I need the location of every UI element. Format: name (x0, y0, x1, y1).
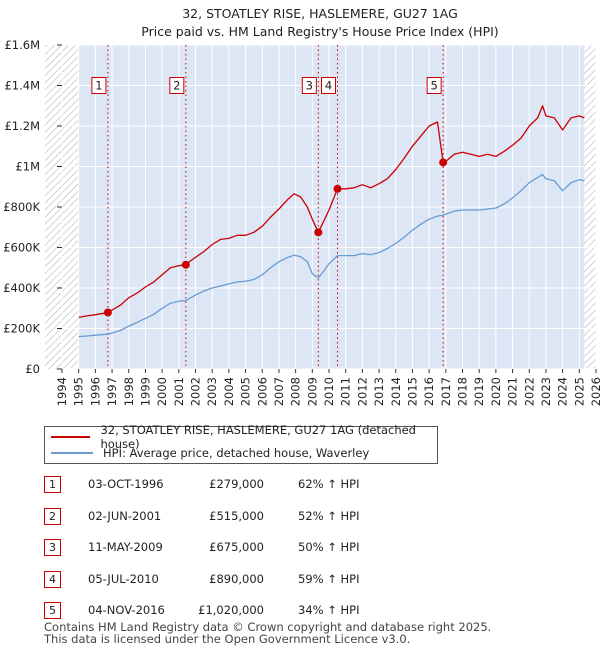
y-tick-label: £1.6M (4, 38, 40, 52)
y-tick-label: £400K (3, 281, 40, 295)
x-tick-label: 2004 (222, 377, 236, 406)
sale-number-badge: 2 (44, 507, 61, 525)
sale-label-number: 1 (95, 79, 102, 93)
x-tick-label: 2007 (272, 377, 286, 406)
sale-price: £1,020,000 (198, 603, 264, 617)
sale-label-number: 5 (430, 79, 437, 93)
x-tick-label: 2022 (522, 377, 536, 406)
sale-number-badge: 5 (44, 602, 61, 619)
legend-swatch-hpi (51, 452, 93, 454)
x-tick-label: 2018 (456, 377, 470, 406)
sale-label-box (91, 77, 107, 94)
sale-hpi: 59% ↑ HPI (298, 571, 360, 586)
price-chart: 32, STOATLEY RISE, HASLEMERE, GU27 1AG P… (3, 6, 600, 406)
sale-price: £515,000 (209, 508, 264, 523)
x-tick-label: 2002 (189, 377, 203, 406)
sale-label-number: 3 (306, 79, 313, 93)
x-tick-label: 2000 (155, 377, 169, 406)
x-tick-label: 2014 (389, 377, 403, 406)
x-tick-label: 2015 (405, 377, 419, 406)
sale-hpi: 52% ↑ HPI (298, 508, 360, 523)
y-tick-label: £800K (3, 200, 40, 214)
sale-hpi: 34% ↑ HPI (298, 603, 360, 617)
hpi-series-line (78, 173, 585, 338)
sale-label-box (321, 77, 337, 94)
y-tick-label: £0 (25, 362, 40, 376)
x-tick-label: 2017 (439, 377, 453, 406)
x-tick-label: 2003 (205, 377, 219, 406)
sale-point (333, 184, 342, 193)
x-tick-label: 2011 (339, 377, 353, 406)
sale-number-badge: 4 (44, 570, 61, 588)
x-tick-label: 2020 (489, 377, 503, 406)
sale-label-number: 4 (325, 79, 332, 93)
legend-item-hpi: HPI: Average price, detached house, Wave… (51, 445, 369, 461)
table-row: 1 03-OCT-1996 £279,000 62% ↑ HPI (44, 473, 584, 505)
y-tick-label: £1.4M (4, 79, 40, 93)
sale-label-box (169, 77, 185, 94)
y-tick-label: £1.2M (4, 119, 40, 133)
table-row: 2 02-JUN-2001 £515,000 52% ↑ HPI (44, 505, 584, 537)
sale-date: 05-JUL-2010 (88, 571, 159, 586)
sale-label-number: 2 (173, 79, 180, 93)
legend: 32, STOATLEY RISE, HASLEMERE, GU27 1AG (… (44, 423, 438, 464)
sale-hpi: 50% ↑ HPI (298, 540, 360, 554)
y-tick-label: £600K (3, 241, 40, 255)
sale-number-badge: 1 (44, 476, 61, 493)
legend-label-property: 32, STOATLEY RISE, HASLEMERE, GU27 1AG (… (100, 423, 416, 451)
x-tick-label: 1997 (105, 377, 119, 406)
chart-subtitle: Price paid vs. HM Land Registry's House … (141, 24, 498, 39)
y-tick-label: £200K (3, 322, 40, 336)
x-tick-label: 2021 (506, 377, 520, 406)
table-row: 4 05-JUL-2010 £890,000 59% ↑ HPI (44, 568, 584, 600)
table-row: 5 04-NOV-2016 £1,020,000 34% ↑ HPI (44, 599, 584, 631)
sale-point (439, 158, 448, 167)
x-tick-label: 2024 (556, 377, 570, 406)
x-tick-label: 2008 (289, 377, 303, 406)
x-tick-label: 2023 (539, 377, 553, 406)
x-tick-label: 2025 (572, 377, 586, 406)
legend-label-hpi: HPI: Average price, detached house, Wave… (103, 446, 370, 460)
sales-table: 1 03-OCT-1996 £279,000 62% ↑ HPI 2 02-JU… (44, 473, 584, 631)
sale-price: £890,000 (209, 571, 264, 586)
x-tick-label: 1999 (138, 377, 152, 406)
footer-line-1: Contains HM Land Registry data © Crown c… (44, 620, 492, 634)
x-tick-label: 2009 (305, 377, 319, 406)
x-tick-label: 2005 (239, 377, 253, 406)
x-tick-label: 1994 (55, 377, 69, 406)
legend-item-property: 32, STOATLEY RISE, HASLEMERE, GU27 1AG (… (51, 423, 437, 451)
sale-point (103, 308, 112, 317)
sale-hpi: 62% ↑ HPI (298, 477, 360, 491)
sale-number-badge: 3 (44, 539, 61, 556)
x-tick-label: 1995 (72, 377, 86, 406)
x-tick-label: 2013 (372, 377, 386, 406)
sale-date: 04-NOV-2016 (88, 603, 165, 617)
x-tick-label: 1998 (122, 377, 136, 406)
chart-title: 32, STOATLEY RISE, HASLEMERE, GU27 1AG (182, 6, 458, 21)
sale-date: 02-JUN-2001 (88, 508, 162, 523)
x-tick-label: 2010 (322, 377, 336, 406)
x-tick-label: 1996 (88, 377, 102, 406)
table-row: 3 11-MAY-2009 £675,000 50% ↑ HPI (44, 536, 584, 568)
x-tick-label: 2016 (422, 377, 436, 406)
sale-label-box (301, 77, 317, 94)
sale-date: 11-MAY-2009 (88, 540, 163, 554)
y-tick-label: £1M (15, 160, 40, 174)
x-tick-label: 2026 (589, 377, 600, 406)
sale-point (314, 228, 323, 237)
footer-attribution: Contains HM Land Registry data © Crown c… (44, 621, 491, 645)
sale-price: £279,000 (209, 477, 264, 491)
footer-line-2: This data is licensed under the Open Gov… (44, 632, 411, 646)
sale-date: 03-OCT-1996 (88, 477, 164, 491)
x-tick-label: 2019 (472, 377, 486, 406)
sale-label-box (426, 77, 442, 94)
sale-price: £675,000 (209, 540, 264, 554)
x-tick-label: 2006 (255, 377, 269, 406)
legend-swatch-property (51, 436, 91, 438)
x-tick-label: 2012 (355, 377, 369, 406)
x-tick-label: 2001 (172, 377, 186, 406)
sale-point (181, 260, 190, 269)
